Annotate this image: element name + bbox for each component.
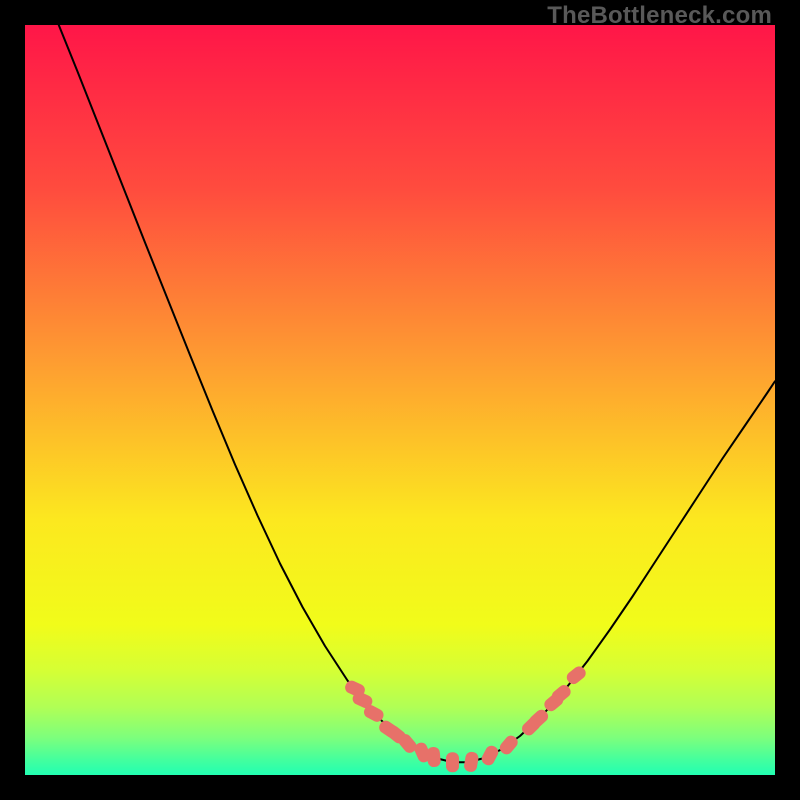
bottleneck-curve <box>59 25 775 762</box>
curve-marker <box>564 664 588 687</box>
curve-marker <box>426 746 441 767</box>
curve-marker <box>497 733 520 757</box>
curve-marker <box>446 752 459 772</box>
plot-area <box>25 25 775 775</box>
marker-group <box>343 664 588 773</box>
curve-marker <box>480 744 501 768</box>
watermark-text: TheBottleneck.com <box>547 2 772 30</box>
chart-frame: TheBottleneck.com <box>0 0 800 800</box>
curve-layer <box>25 25 775 775</box>
curve-marker <box>463 751 479 773</box>
